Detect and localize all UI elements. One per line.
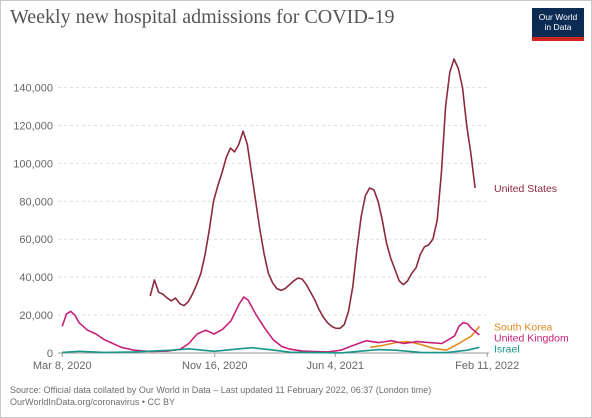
x-tick-label: Feb 11, 2022 — [455, 360, 519, 372]
series-line-united-kingdom — [61, 296, 480, 353]
series-label-united-states: United States — [494, 183, 557, 195]
source-line-2[interactable]: OurWorldInData.org/coronavirus • CC BY — [10, 397, 176, 407]
series-label-israel: Israel — [494, 343, 520, 355]
series-line-israel — [62, 346, 480, 354]
x-tick-label: Mar 8, 2020 — [33, 360, 92, 372]
source-note: Source: Official data collated by Our Wo… — [10, 384, 431, 408]
source-line-1: Source: Official data collated by Our Wo… — [10, 385, 432, 395]
y-tick-label: 80,000 — [19, 196, 53, 208]
y-tick-label: 140,000 — [13, 82, 53, 94]
y-tick-label: 0 — [47, 348, 53, 360]
x-tick-label: Jun 4, 2021 — [307, 360, 365, 372]
y-tick-label: 60,000 — [19, 234, 53, 246]
series-label-south-korea: South Korea — [494, 321, 553, 333]
line-chart[interactable]: 0 20,000 40,000 60,000 80,000 100,000 120,000 1… — [1, 1, 591, 381]
logo-line-2: in Data — [544, 22, 572, 32]
y-tick-label: 20,000 — [19, 310, 53, 322]
series-label-united-kingdom: United Kingdom — [494, 332, 569, 344]
x-tick-label: Nov 16, 2020 — [182, 360, 247, 372]
chart-title: Weekly new hospital admissions for COVID… — [10, 6, 395, 28]
y-tick-label: 40,000 — [19, 272, 53, 284]
series-line-united-states — [149, 58, 476, 330]
logo-line-1: Our World — [538, 12, 578, 22]
owid-logo[interactable]: Our World in Data — [532, 8, 584, 41]
y-tick-label: 100,000 — [13, 158, 53, 170]
y-tick-label: 120,000 — [13, 120, 53, 132]
series-line-south-korea — [370, 325, 481, 351]
